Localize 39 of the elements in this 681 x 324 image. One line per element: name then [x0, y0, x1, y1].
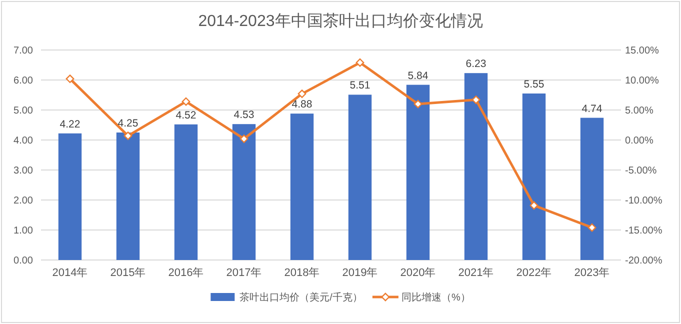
y2-tick-label: 15.00%: [625, 46, 659, 56]
y-tick-label: 4.00: [14, 136, 33, 146]
y2-tick-label: -5.00%: [625, 166, 657, 176]
x-tick-label: 2014年: [52, 267, 88, 279]
data-label: 5.55: [524, 78, 544, 90]
data-label: 4.53: [234, 109, 254, 122]
data-label: 5.51: [350, 80, 370, 92]
x-tick-label: 2021年: [458, 267, 494, 279]
legend-label: 茶叶出口均价（美元/千克）: [240, 292, 362, 304]
y-tick-label: 1.00: [14, 226, 33, 236]
legend-label: 同比增速（%）: [401, 292, 470, 304]
data-label: 4.88: [292, 98, 312, 111]
y-tick-label: 2.00: [14, 196, 33, 206]
x-tick-label: 2019年: [342, 267, 378, 279]
y-tick-label: 0.00: [14, 256, 33, 266]
y-tick-label: 5.00: [14, 106, 33, 116]
x-tick-label: 2020年: [400, 267, 436, 279]
x-tick-label: 2016年: [168, 267, 204, 279]
data-label: 4.25: [118, 118, 138, 130]
data-label: 4.22: [60, 118, 80, 130]
data-label: 6.23: [466, 58, 486, 70]
title: 2014-2023年中国茶叶出口均价变化情况: [198, 13, 483, 30]
y2-tick-label: 0.00%: [625, 136, 654, 146]
x-tick-label: 2022年: [516, 267, 552, 279]
x-tick-label: 2018年: [284, 267, 320, 279]
data-label: 4.52: [176, 109, 196, 122]
x-tick-label: 2023年: [574, 267, 610, 279]
y2-tick-label: -10.00%: [625, 196, 662, 206]
y2-tick-label: -15.00%: [625, 226, 662, 236]
data-label: 5.84: [408, 70, 428, 82]
data-label: 4.74: [582, 102, 602, 115]
x-tick-label: 2015年: [110, 267, 146, 279]
y2-tick-label: -20.00%: [625, 256, 662, 266]
y-tick-label: 3.00: [14, 166, 33, 176]
x-tick-label: 2017年: [226, 267, 262, 279]
y-tick-label: 6.00: [14, 76, 33, 86]
y-tick-label: 7.00: [14, 46, 33, 56]
y2-tick-label: 10.00%: [625, 76, 659, 86]
y2-tick-label: 5.00%: [625, 106, 654, 116]
